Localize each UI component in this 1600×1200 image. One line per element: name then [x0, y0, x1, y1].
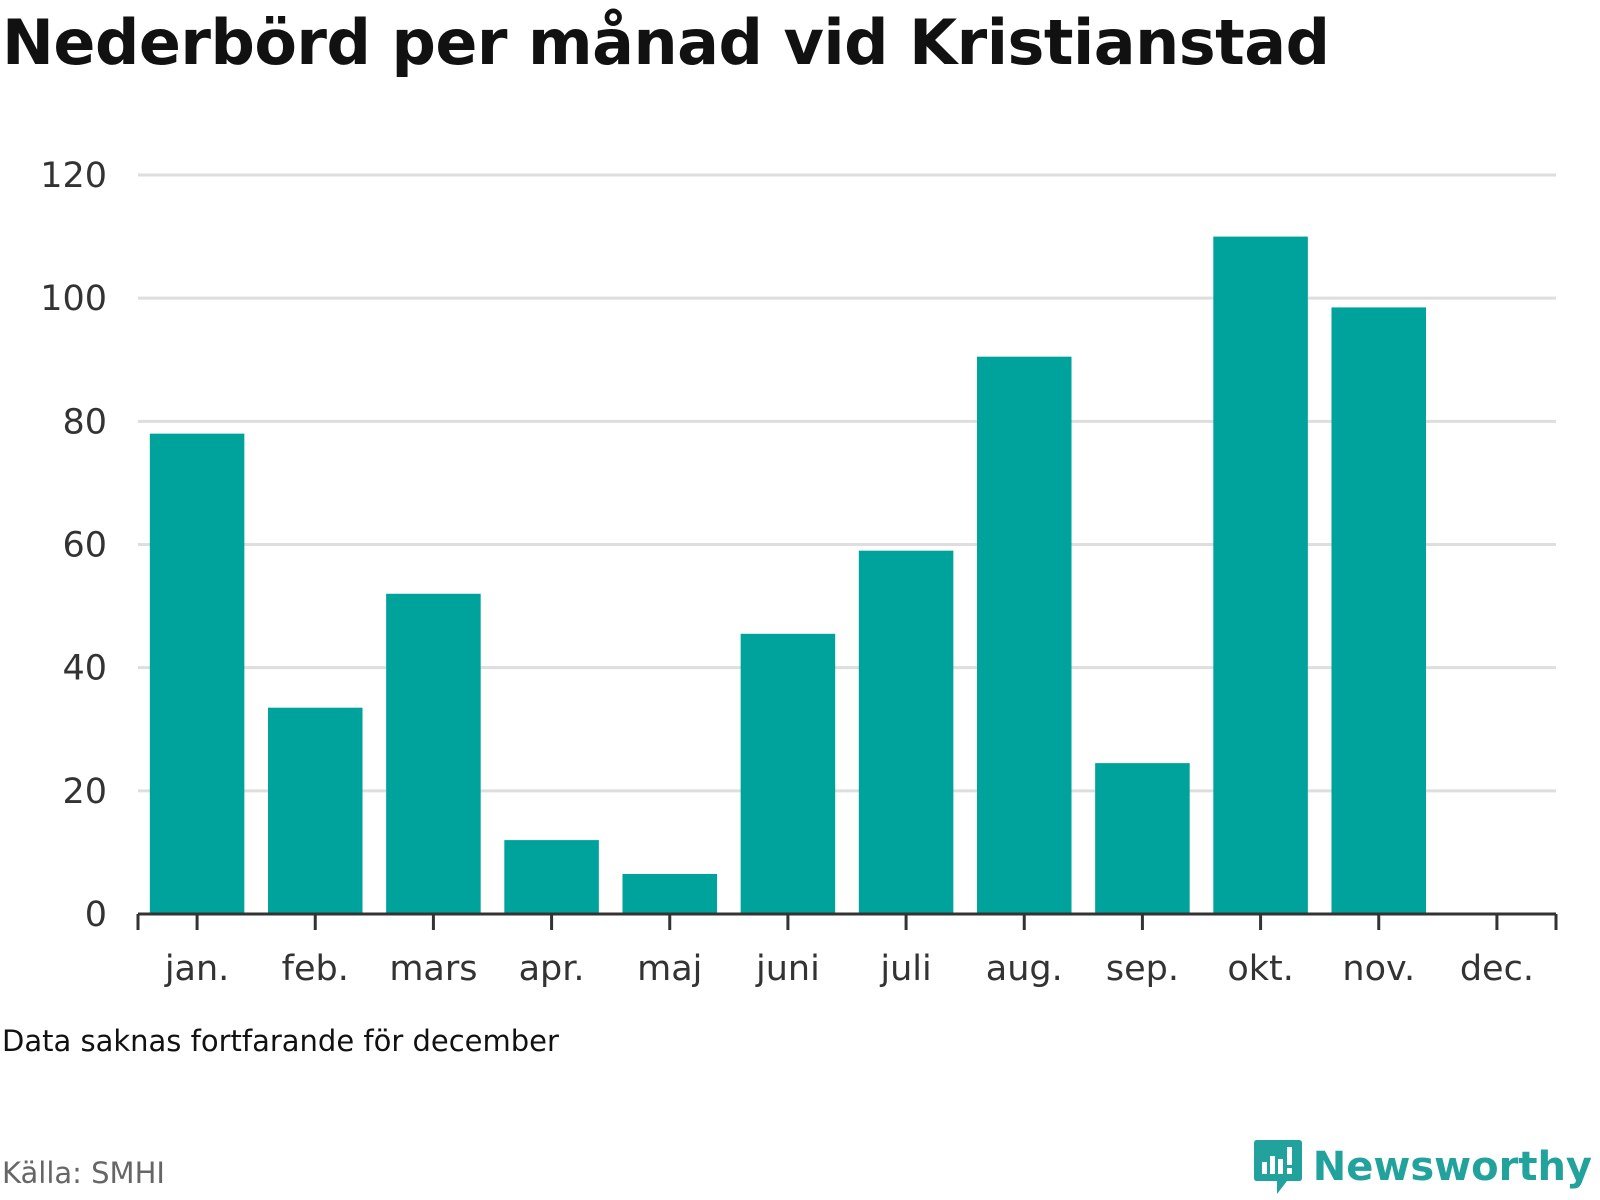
x-tick-label: juli: [879, 949, 931, 989]
bar[interactable]: [1213, 236, 1308, 915]
x-tick-label: jan.: [164, 949, 229, 989]
chart-title: Nederbörd per månad vid Kristianstad: [2, 6, 1330, 79]
y-tick-label: 120: [40, 156, 107, 196]
brand-name: Newsworthy: [1312, 1144, 1592, 1190]
x-tick-label: okt.: [1227, 949, 1294, 989]
bar[interactable]: [976, 356, 1072, 914]
bar[interactable]: [386, 593, 481, 914]
x-tick-label: nov.: [1342, 949, 1415, 989]
x-tick-label: mars: [389, 949, 477, 989]
bar[interactable]: [504, 840, 599, 914]
newsworthy-logo-icon: [1253, 1140, 1302, 1194]
brand-logo[interactable]: Newsworthy: [1253, 1138, 1592, 1196]
tick-labels: 0 20 40 60 80 100 120 jan. feb. mars apr. maj juni ju…: [40, 156, 1534, 989]
x-tick-label: sep.: [1106, 949, 1179, 989]
gridlines: [138, 173, 1556, 793]
bar[interactable]: [858, 550, 954, 914]
y-tick-label: 80: [62, 402, 107, 442]
bar[interactable]: [1331, 307, 1427, 914]
source-label: Källa: SMHI: [2, 1156, 165, 1190]
y-tick-label: 100: [40, 279, 107, 319]
x-tick-label: juni: [755, 949, 820, 989]
y-tick-label: 40: [62, 649, 107, 689]
x-tick-label: feb.: [282, 949, 349, 989]
bar[interactable]: [149, 433, 245, 914]
x-tick-label: aug.: [986, 949, 1063, 989]
x-axis: [136, 912, 1558, 930]
y-tick-label: 60: [62, 526, 107, 566]
x-tick-label: maj: [637, 949, 702, 989]
x-tick-label: apr.: [519, 949, 585, 989]
data-note: Data saknas fortfarande för december: [2, 1024, 559, 1058]
bar[interactable]: [740, 633, 836, 914]
y-tick-label: 0: [85, 895, 107, 935]
bars: [149, 236, 1427, 915]
bar[interactable]: [622, 873, 718, 914]
bar[interactable]: [1095, 763, 1190, 914]
x-tick-label: dec.: [1460, 949, 1534, 989]
y-tick-label: 20: [62, 772, 107, 812]
bar[interactable]: [267, 707, 363, 914]
